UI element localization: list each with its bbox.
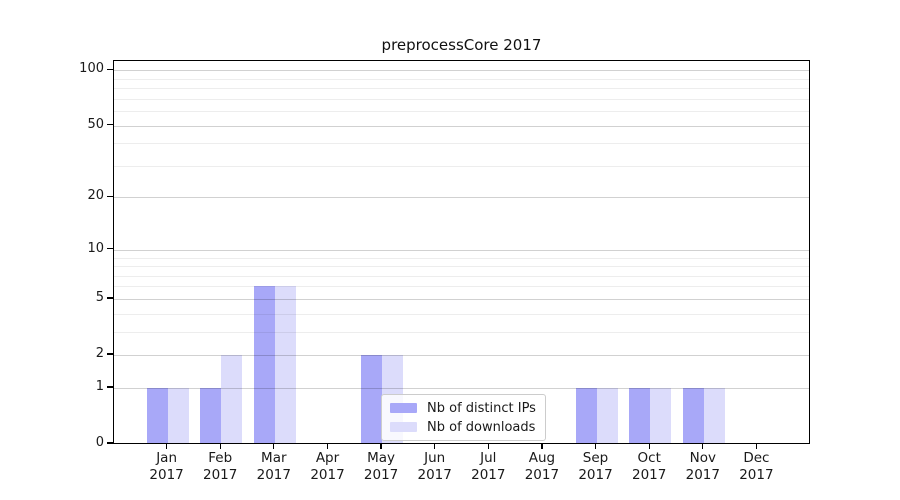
- y-tick-label-20: 20: [87, 188, 104, 204]
- gridline-y-70: [114, 98, 809, 100]
- chart-title: preprocessCore 2017: [381, 36, 542, 54]
- gridline-y-80: [114, 88, 809, 89]
- x-tick-mark-feb: [219, 444, 221, 449]
- gridline-y-10: [114, 249, 809, 251]
- x-tick-mark-aug: [541, 444, 543, 449]
- bar-downloads-sep: [596, 387, 618, 443]
- x-tick-mark-nov: [702, 444, 704, 449]
- gridline-y-9: [114, 257, 809, 259]
- bar-distinct-ips-may: [361, 355, 383, 443]
- y-tick-mark-100: [107, 68, 113, 70]
- x-tick-label-feb: Feb 2017: [203, 450, 238, 483]
- x-tick-label-jun: Jun 2017: [417, 450, 452, 483]
- x-tick-mark-apr: [326, 444, 329, 449]
- gridline-y-7: [114, 275, 809, 277]
- gridline-y-20: [114, 197, 809, 199]
- bar-downloads-nov: [703, 387, 725, 443]
- bar-distinct-ips-sep: [575, 387, 597, 443]
- gridline-y-100: [114, 70, 809, 72]
- bar-distinct-ips-mar: [253, 286, 275, 443]
- x-tick-label-jul: Jul 2017: [471, 450, 506, 483]
- x-tick-label-oct: Oct 2017: [632, 450, 667, 483]
- x-tick-label-mar: Mar 2017: [256, 450, 291, 483]
- bar-distinct-ips-jan: [146, 387, 168, 443]
- bar-distinct-ips-feb: [200, 387, 222, 443]
- y-tick-mark-20: [107, 195, 113, 198]
- y-tick-mark-5: [107, 297, 113, 299]
- x-tick-label-sep: Sep 2017: [578, 450, 613, 483]
- bar-distinct-ips-oct: [629, 387, 651, 443]
- legend-swatch-downloads-icon: [390, 422, 417, 432]
- gridline-y-50: [114, 125, 809, 127]
- x-tick-mark-jun: [434, 444, 436, 449]
- y-tick-label-0: 0: [95, 435, 104, 450]
- legend: Nb of distinct IPs Nb of downloads: [381, 394, 546, 441]
- bar-distinct-ips-nov: [682, 387, 704, 443]
- y-tick-mark-2: [107, 353, 113, 355]
- x-tick-label-dec: Dec 2017: [739, 450, 774, 483]
- x-tick-mark-jan: [165, 444, 168, 449]
- y-tick-mark-10: [107, 248, 113, 250]
- x-tick-label-jan: Jan 2017: [149, 450, 184, 483]
- x-tick-mark-sep: [594, 444, 597, 449]
- bar-downloads-jan: [167, 387, 189, 443]
- x-tick-label-apr: Apr 2017: [310, 450, 345, 483]
- plot-area: Nb of distinct IPs Nb of downloads: [113, 60, 810, 444]
- bar-downloads-feb: [221, 355, 243, 443]
- y-tick-label-1: 1: [95, 378, 104, 394]
- legend-label-downloads: Nb of downloads: [427, 419, 536, 435]
- x-tick-mark-may: [380, 444, 382, 449]
- y-tick-label-100: 100: [79, 61, 104, 77]
- x-tick-label-aug: Aug 2017: [524, 450, 560, 483]
- gridline-y-4: [114, 313, 809, 315]
- y-tick-label-5: 5: [95, 289, 104, 305]
- y-tick-label-2: 2: [95, 346, 104, 361]
- x-tick-mark-jul: [487, 444, 489, 449]
- y-tick-mark-0: [107, 442, 113, 444]
- legend-item-downloads: Nb of downloads: [390, 419, 536, 435]
- y-tick-label-10: 10: [87, 240, 104, 256]
- gridline-y-3: [114, 331, 809, 333]
- gridline-y-5: [114, 298, 809, 300]
- gridline-y-2: [114, 355, 809, 356]
- x-tick-mark-dec: [755, 444, 758, 449]
- y-tick-label-50: 50: [87, 116, 104, 132]
- gridline-y-30: [114, 165, 809, 167]
- gridline-y-8: [114, 266, 809, 267]
- x-tick-label-may: May 2017: [363, 450, 399, 483]
- legend-item-distinct-ips: Nb of distinct IPs: [390, 400, 536, 416]
- legend-swatch-distinct-ips-icon: [390, 403, 417, 413]
- gridline-y-60: [114, 111, 809, 112]
- legend-label-distinct-ips: Nb of distinct IPs: [427, 400, 536, 416]
- gridline-y-6: [114, 286, 809, 288]
- gridline-y-40: [114, 143, 809, 145]
- x-tick-label-nov: Nov 2017: [685, 450, 720, 483]
- y-tick-mark-50: [107, 123, 113, 126]
- bar-downloads-mar: [274, 286, 296, 443]
- x-tick-mark-mar: [273, 444, 275, 449]
- bar-downloads-oct: [650, 387, 672, 443]
- y-tick-mark-1: [107, 386, 113, 388]
- gridline-y-90: [114, 78, 809, 80]
- x-tick-mark-oct: [648, 444, 650, 449]
